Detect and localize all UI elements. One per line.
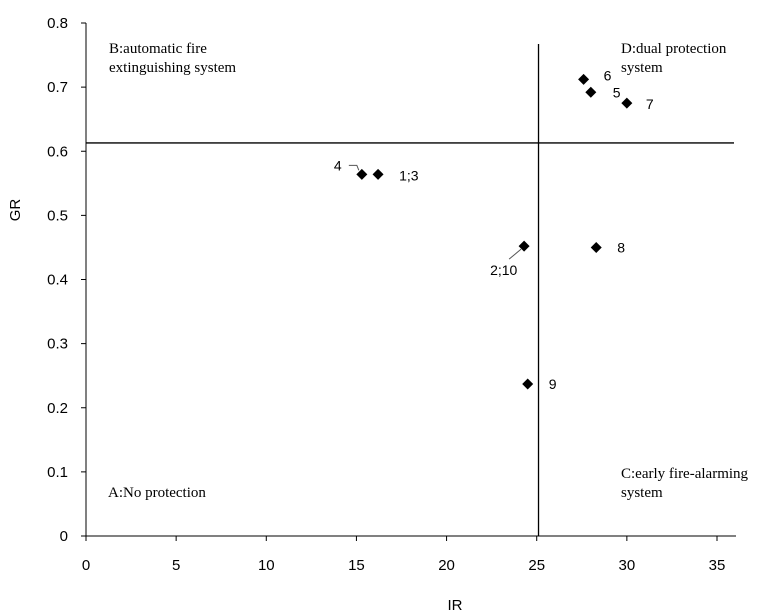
point-label: 7 [646, 96, 654, 112]
point-label: 4 [334, 157, 342, 173]
x-tick-label: 0 [82, 557, 90, 574]
quadrant-label-line: B:automatic fire [109, 41, 207, 57]
y-tick-label: 0.1 [47, 464, 68, 481]
quadrant-label-line: C:early fire-alarming [621, 466, 749, 482]
leader-line [508, 248, 522, 260]
y-tick-label: 0.2 [47, 400, 68, 417]
data-point [590, 241, 602, 253]
x-tick-label: 25 [528, 557, 545, 574]
quadrant-label-d: D:dual protection system [621, 41, 727, 76]
quadrant-label-a: A:No protection [108, 485, 206, 501]
quadrant-label-line: system [621, 60, 663, 76]
quadrant-label-line: A:No protection [108, 485, 206, 501]
point-labels: 4 1;3 2;10 9 65 7 8 [334, 67, 654, 392]
data-point [578, 73, 590, 85]
point-label: 6 [604, 67, 612, 83]
y-tick-label: 0.6 [47, 143, 68, 160]
quadrant-label-c: C:early fire-alarming system [621, 466, 749, 501]
axes: 0 5 10 15 20 25 30 35 0 0.1 0.2 0.3 0.4 0.5 0.6 0.7 0.8 G… [7, 15, 736, 614]
point-label: 9 [549, 376, 557, 392]
point-label: 1;3 [399, 167, 419, 183]
point-label: 8 [617, 239, 625, 255]
quadrant-label-b: B:automatic fire extinguishing system [109, 41, 236, 76]
x-tick-label: 10 [258, 557, 275, 574]
quadrant-label-line: system [621, 485, 663, 501]
quadrant-dividers [86, 44, 734, 536]
point-label: 5 [613, 84, 621, 100]
y-tick-label: 0.7 [47, 79, 68, 96]
quadrant-label-line: extinguishing system [109, 60, 236, 76]
quadrant-label-line: D:dual protection [621, 41, 727, 57]
x-tick-label: 35 [709, 557, 726, 574]
data-point [522, 378, 534, 390]
x-tick-label: 15 [348, 557, 365, 574]
y-tick-label: 0.5 [47, 207, 68, 224]
y-axis-title: GR [7, 199, 24, 222]
data-point [585, 86, 597, 98]
y-tick-label: 0.3 [47, 336, 68, 353]
data-point [518, 240, 530, 252]
data-point [372, 168, 384, 180]
y-tick-label: 0.4 [47, 272, 68, 289]
data-points [356, 73, 633, 390]
y-tick-label: 0.8 [47, 15, 68, 32]
y-tick-label: 0 [60, 528, 68, 545]
leader-line [348, 164, 360, 171]
x-axis-title: IR [448, 597, 463, 614]
x-tick-label: 30 [619, 557, 636, 574]
point-label: 2;10 [490, 262, 517, 278]
data-point [621, 97, 633, 109]
x-tick-label: 5 [172, 557, 180, 574]
data-point [356, 168, 368, 180]
x-tick-label: 20 [438, 557, 455, 574]
quadrant-labels: A:No protection B:automatic fire extinguis… [108, 41, 749, 501]
